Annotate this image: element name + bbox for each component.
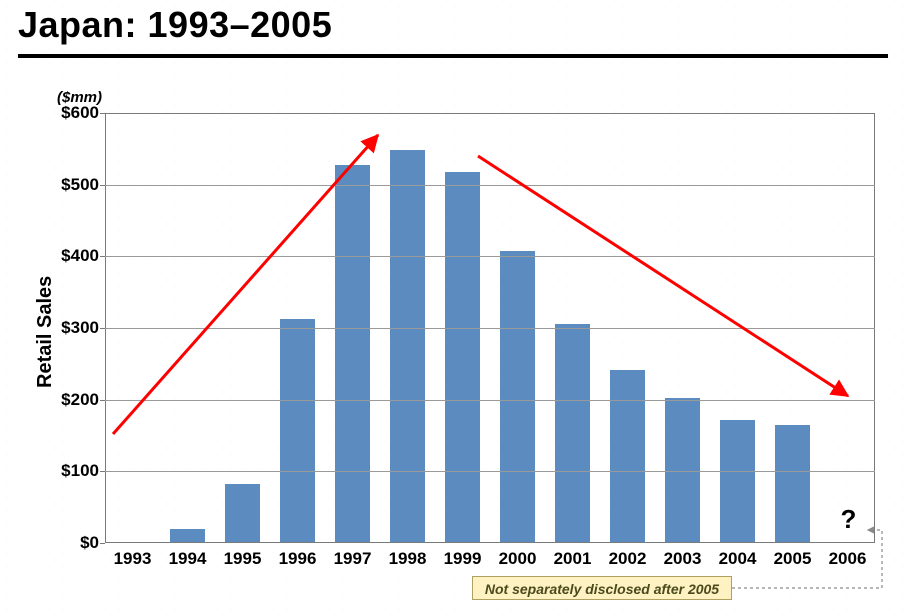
bar: [555, 324, 589, 543]
ytick-mark: [100, 328, 105, 329]
bar: [720, 420, 754, 543]
y-axis-label: Retail Sales: [34, 276, 57, 388]
gridline: [105, 328, 875, 329]
page: Japan: 1993–2005 ($mm) Retail Sales $0$1…: [0, 0, 906, 616]
xtick-label: 2005: [774, 549, 812, 569]
bar: [390, 150, 424, 543]
xtick-label: 1997: [334, 549, 372, 569]
chart-plot-area: $0$100$200$300$400$500$60019931994199519…: [105, 113, 875, 543]
gridline: [105, 471, 875, 472]
bar: [775, 425, 809, 543]
xtick-label: 1999: [444, 549, 482, 569]
ytick-label: $500: [61, 175, 99, 195]
gridline: [105, 400, 875, 401]
bar: [665, 398, 699, 543]
xtick-label: 2000: [499, 549, 537, 569]
ytick-mark: [100, 113, 105, 114]
ytick-label: $600: [61, 103, 99, 123]
xtick-label: 1996: [279, 549, 317, 569]
bar: [610, 370, 644, 543]
ytick-label: $400: [61, 246, 99, 266]
ytick-label: $100: [61, 461, 99, 481]
bar: [335, 165, 369, 543]
ytick-label: $300: [61, 318, 99, 338]
bar: [445, 172, 479, 543]
xtick-label: 1998: [389, 549, 427, 569]
bar: [280, 319, 314, 543]
ytick-label: $200: [61, 390, 99, 410]
ytick-mark: [100, 400, 105, 401]
ytick-mark: [100, 543, 105, 544]
xtick-label: 2004: [719, 549, 757, 569]
gridline: [105, 185, 875, 186]
xtick-label: 2006: [829, 549, 867, 569]
bar: [170, 529, 204, 543]
ytick-mark: [100, 185, 105, 186]
xtick-label: 1995: [224, 549, 262, 569]
ytick-mark: [100, 256, 105, 257]
xtick-label: 1994: [169, 549, 207, 569]
xtick-label: 1993: [114, 549, 152, 569]
disclosure-note: Not separately disclosed after 2005: [472, 576, 732, 600]
xtick-label: 2001: [554, 549, 592, 569]
bar: [500, 251, 534, 543]
title-rule: [18, 54, 888, 58]
xtick-label: 2003: [664, 549, 702, 569]
ytick-mark: [100, 471, 105, 472]
question-mark: ?: [841, 504, 857, 535]
ytick-label: $0: [80, 533, 99, 553]
bar: [225, 484, 259, 543]
gridline: [105, 256, 875, 257]
xtick-label: 2002: [609, 549, 647, 569]
page-title: Japan: 1993–2005: [18, 4, 332, 46]
